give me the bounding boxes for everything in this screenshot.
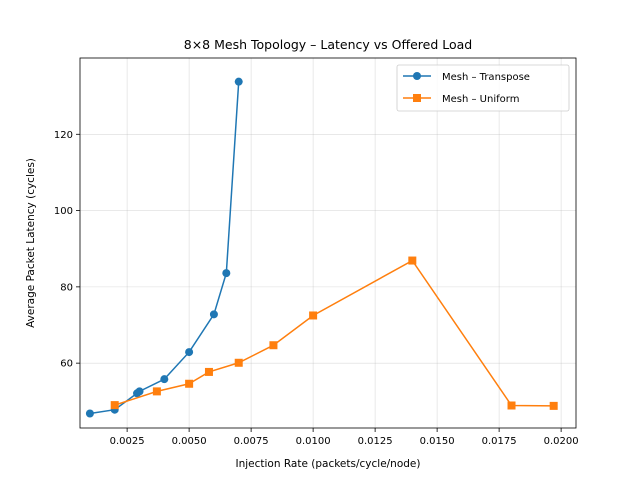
y-tick-label: 60	[60, 359, 73, 370]
legend-label-uniform: Mesh – Uniform	[442, 94, 519, 105]
data-point-uniform	[309, 311, 318, 320]
data-point-transpose	[135, 387, 144, 396]
x-tick-label: 0.0025	[110, 436, 145, 447]
series-line-uniform	[114, 259, 554, 407]
y-tick-label: 100	[54, 206, 73, 217]
x-tick-label: 0.0075	[234, 436, 269, 447]
data-point-uniform	[269, 341, 278, 350]
data-point-transpose	[85, 409, 94, 418]
x-tick-label: 0.0100	[296, 436, 331, 447]
chart-title: 8×8 Mesh Topology – Latency vs Offered L…	[184, 37, 472, 52]
axis-ticks: 0.0025 0.0050 0.0075 0.0100 0.0125 0.0150 0.01…	[54, 130, 579, 447]
data-point-uniform	[185, 379, 194, 388]
y-tick-label: 80	[60, 282, 73, 293]
x-tick-label: 0.0200	[544, 436, 579, 447]
plot-frame	[79, 57, 577, 429]
series-layer	[85, 77, 558, 418]
data-point-uniform	[408, 256, 417, 265]
x-tick-label: 0.0175	[482, 436, 517, 447]
data-point-uniform	[549, 401, 558, 410]
x-tick-label: 0.0150	[420, 436, 455, 447]
x-axis-label: Injection Rate (packets/cycle/node)	[235, 458, 420, 470]
grid	[80, 58, 576, 428]
legend-box	[396, 64, 570, 112]
legend-marker-uniform	[413, 94, 421, 102]
legend-marker-transpose	[413, 72, 421, 80]
data-point-uniform	[234, 358, 243, 367]
x-tick-label: 0.0125	[358, 436, 393, 447]
data-point-transpose	[222, 269, 231, 278]
y-tick-label: 120	[54, 130, 73, 141]
data-point-transpose	[185, 348, 194, 357]
y-axis-label: Average Packet Latency (cycles)	[25, 158, 37, 328]
x-tick-label: 0.0050	[172, 436, 207, 447]
legend-label-transpose: Mesh – Transpose	[442, 72, 530, 83]
data-point-uniform	[507, 401, 516, 410]
data-point-transpose	[234, 77, 243, 86]
data-point-uniform	[204, 367, 213, 376]
data-point-transpose	[209, 310, 218, 319]
data-point-uniform	[110, 401, 119, 410]
data-point-transpose	[160, 375, 169, 384]
data-point-uniform	[152, 387, 161, 396]
legend: Mesh – Transpose Mesh – Uniform	[396, 64, 570, 112]
